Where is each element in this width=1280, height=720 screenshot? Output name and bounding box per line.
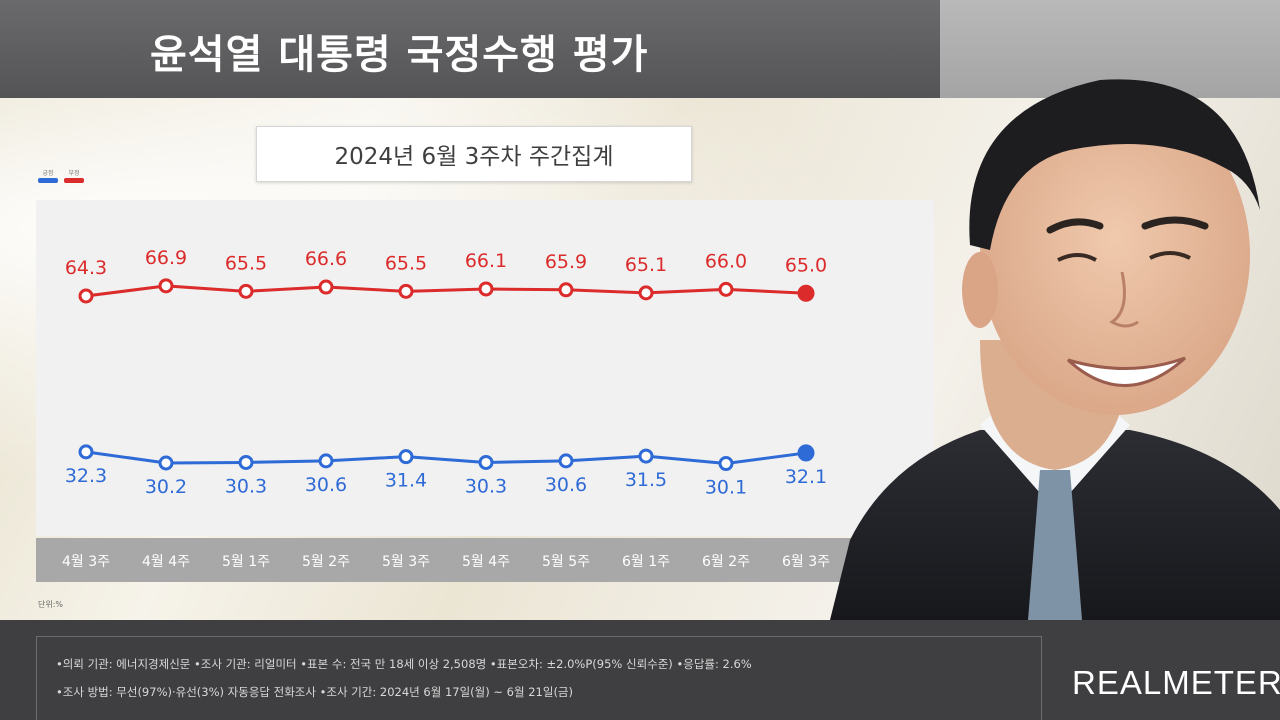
legend-item-positive: 긍정 bbox=[38, 170, 58, 183]
x-tick-label: 6월 3주 bbox=[782, 554, 830, 570]
data-point-positive bbox=[797, 444, 815, 462]
x-tick-label: 4월 4주 bbox=[142, 554, 190, 570]
data-point-negative bbox=[238, 283, 254, 299]
page-title: 윤석열 대통령 국정수행 평가 bbox=[150, 32, 649, 78]
data-label-positive: 30.3 bbox=[465, 475, 507, 497]
line-chart: 64.3 66.9 65.5 66.6 65.5 66.1 65.9 65.1 66.0 65.0… bbox=[62, 247, 830, 570]
data-point-positive bbox=[718, 456, 734, 472]
legend-label-negative: 부정 bbox=[68, 170, 80, 177]
data-point-negative bbox=[478, 281, 494, 297]
legend-swatch-positive bbox=[38, 178, 58, 183]
president-portrait bbox=[830, 79, 1280, 620]
legend-item-negative: 부정 bbox=[64, 170, 84, 183]
x-tick-label: 5월 4주 bbox=[462, 554, 510, 570]
realmeter-logo: REALMETER bbox=[1072, 664, 1280, 701]
data-point-positive bbox=[158, 455, 174, 471]
survey-info-line-1: •의뢰 기관: 에너지경제신문 •조사 기관: 리얼미터 •표본 수: 전국 만… bbox=[56, 657, 752, 671]
data-label-positive: 31.5 bbox=[625, 469, 667, 491]
survey-info-box bbox=[36, 636, 1042, 720]
series-line-positive bbox=[85, 450, 807, 466]
data-point-negative bbox=[398, 283, 414, 299]
data-label-positive: 30.1 bbox=[705, 477, 747, 499]
data-label-negative: 65.1 bbox=[625, 254, 667, 276]
data-point-negative bbox=[158, 278, 174, 294]
data-label-negative: 66.1 bbox=[465, 250, 507, 272]
x-tick-label: 4월 3주 bbox=[62, 554, 110, 570]
x-tick-label: 5월 1주 bbox=[222, 554, 270, 570]
data-label-positive: 30.6 bbox=[545, 474, 587, 496]
data-label-positive: 32.3 bbox=[65, 465, 107, 487]
data-label-negative: 65.9 bbox=[545, 251, 587, 273]
x-tick-label: 6월 2주 bbox=[702, 554, 750, 570]
data-point-negative bbox=[797, 284, 815, 302]
data-point-positive bbox=[78, 444, 94, 460]
x-tick-label: 6월 1주 bbox=[622, 554, 670, 570]
data-label-negative: 65.0 bbox=[785, 254, 827, 276]
data-label-positive: 31.4 bbox=[385, 470, 427, 492]
chart-panel bbox=[36, 200, 934, 536]
x-tick-label: 5월 2주 bbox=[302, 554, 350, 570]
x-tick-label: 5월 5주 bbox=[542, 554, 590, 570]
data-point-positive bbox=[558, 453, 574, 469]
data-label-negative: 65.5 bbox=[385, 252, 427, 274]
data-point-negative bbox=[78, 288, 94, 304]
data-label-negative: 66.0 bbox=[705, 250, 747, 272]
data-point-positive bbox=[238, 454, 254, 470]
data-point-positive bbox=[318, 453, 334, 469]
data-point-negative bbox=[558, 282, 574, 298]
data-label-positive: 32.1 bbox=[785, 466, 827, 488]
legend-label-positive: 긍정 bbox=[42, 170, 54, 177]
legend: 긍정 부정 bbox=[38, 170, 84, 183]
x-axis-band bbox=[36, 538, 934, 582]
data-label-negative: 66.6 bbox=[305, 248, 347, 270]
title-bar bbox=[0, 0, 940, 98]
legend-swatch-negative bbox=[64, 178, 84, 183]
subtitle-text: 2024년 6월 3주차 주간집계 bbox=[334, 144, 614, 170]
data-point-positive bbox=[398, 449, 414, 465]
data-point-positive bbox=[638, 448, 654, 464]
subtitle-box: 2024년 6월 3주차 주간집계 bbox=[256, 126, 692, 182]
data-label-negative: 66.9 bbox=[145, 247, 187, 269]
data-label-positive: 30.3 bbox=[225, 475, 267, 497]
data-point-positive bbox=[478, 454, 494, 470]
data-label-negative: 64.3 bbox=[65, 257, 107, 279]
survey-info-line-2: •조사 방법: 무선(97%)·유선(3%) 자동응답 전화조사 •조사 기간:… bbox=[56, 685, 573, 699]
data-point-negative bbox=[318, 279, 334, 295]
data-point-negative bbox=[638, 285, 654, 301]
data-label-negative: 65.5 bbox=[225, 252, 267, 274]
series-line-negative bbox=[85, 284, 807, 298]
x-tick-label: 5월 3주 bbox=[382, 554, 430, 570]
data-label-positive: 30.6 bbox=[305, 474, 347, 496]
unit-note: 단위:% bbox=[38, 600, 64, 609]
data-point-negative bbox=[718, 281, 734, 297]
data-label-positive: 30.2 bbox=[145, 476, 187, 498]
